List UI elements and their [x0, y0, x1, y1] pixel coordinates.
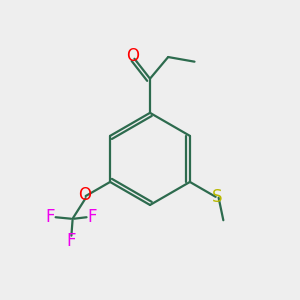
Text: F: F — [46, 208, 55, 226]
Text: O: O — [127, 47, 140, 65]
Text: F: F — [67, 232, 76, 250]
Text: O: O — [79, 186, 92, 204]
Text: F: F — [87, 208, 97, 226]
Text: S: S — [212, 188, 223, 206]
